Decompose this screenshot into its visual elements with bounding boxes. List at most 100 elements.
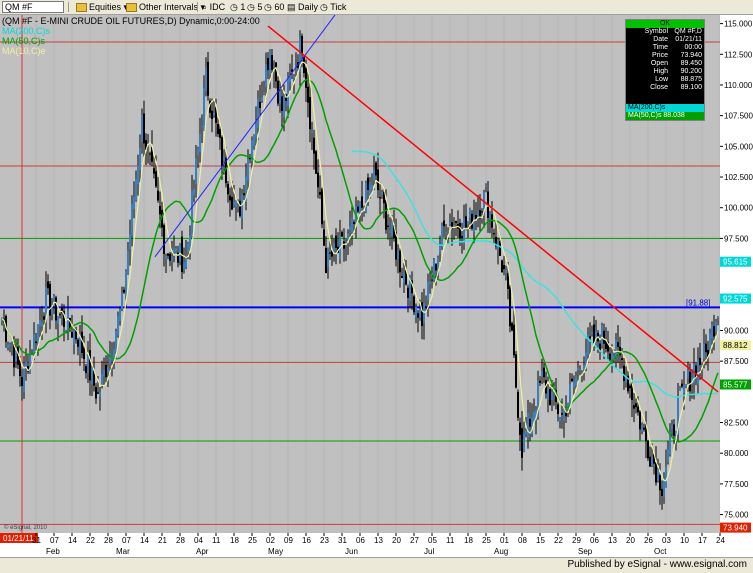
candle-body [57, 315, 59, 325]
candle-body [449, 221, 451, 225]
candle-body [259, 101, 261, 108]
candle-body [127, 250, 129, 274]
candle-body [709, 333, 711, 354]
candle-body [169, 253, 171, 261]
candle-body [55, 297, 57, 321]
candle-body [329, 252, 331, 254]
candle-body [191, 190, 193, 237]
candle-body [171, 256, 173, 262]
candle-body [573, 381, 575, 388]
candle-body [85, 366, 87, 374]
trendline-up [154, 14, 336, 258]
candle-body [583, 365, 585, 370]
candle-body [617, 342, 619, 347]
candle-body [319, 191, 321, 195]
candle-body [633, 405, 635, 409]
candle-body [455, 221, 457, 223]
candle-body [79, 334, 81, 354]
candle-body [27, 366, 29, 373]
candle-body [105, 364, 107, 378]
candle-body [109, 352, 111, 364]
price-tag-label: 85.577 [723, 380, 748, 389]
interval-1-button[interactable]: ◷ 1 [230, 1, 245, 13]
candle-body [135, 178, 137, 201]
candle-body [213, 112, 215, 116]
equities-menu[interactable]: Equities ▾ [76, 1, 128, 13]
candle-body [347, 233, 349, 241]
candle-body [325, 248, 327, 273]
price-tag-label: 95.615 [723, 258, 748, 267]
price-tag [720, 256, 751, 267]
plot-area[interactable]: [91.88] © eSignal, 2010 [0, 14, 721, 533]
candle-body [93, 370, 95, 386]
candle-body [97, 392, 99, 394]
candle-body [129, 234, 131, 250]
candle-body [229, 195, 231, 201]
candle-body [7, 344, 9, 348]
candle-body [95, 387, 97, 399]
month-label: Oct [654, 547, 667, 556]
candle-body [371, 185, 373, 190]
candle-body [453, 225, 455, 228]
candle-body [173, 248, 175, 257]
candle-body [437, 257, 439, 276]
candle-body [529, 418, 531, 427]
candle-body [567, 402, 569, 410]
candle-body [43, 316, 45, 320]
info-window-header: OK [626, 20, 704, 28]
legend-ma10: MA(10,C)e [2, 46, 46, 56]
candle-body [33, 334, 35, 355]
info-key: Date [653, 36, 668, 43]
candle-body [397, 250, 399, 259]
interval-label: 60 [274, 2, 285, 12]
info-key: Price [652, 52, 668, 59]
candle-body [157, 190, 159, 201]
candle-body [61, 307, 63, 314]
y-tick-label: 105.000 [724, 142, 753, 151]
magnifier-icon: ⌕ [202, 2, 208, 12]
info-key: Symbol [644, 28, 668, 35]
x-tick-label: 15 [536, 536, 545, 545]
candle-body [241, 193, 243, 219]
candle-body [145, 140, 147, 151]
symbol-field[interactable]: QM #F [2, 1, 64, 13]
symbol-input[interactable]: QM #F [2, 1, 64, 13]
x-tick-label: 29 [572, 536, 581, 545]
other-intervals-menu[interactable]: Other Intervals ▾ [126, 1, 205, 13]
price-chart[interactable]: [91.88] © eSignal, 2010 [0, 14, 721, 533]
candle-body [381, 192, 383, 195]
candle-body [13, 344, 15, 368]
price-axis[interactable]: 115.000 112.500 110.000 107.500 105.000 102.5… [720, 15, 753, 533]
candle-body [681, 383, 683, 387]
interval-60-button[interactable]: ◷ 60 [264, 1, 284, 13]
candle-body [473, 216, 475, 232]
candle-body [443, 220, 445, 227]
candle-body [675, 430, 677, 440]
candle-body [481, 211, 483, 213]
candle-body [613, 355, 615, 359]
x-tick-label: 26 [644, 536, 653, 545]
candle-body [219, 128, 221, 138]
cursor-info-window[interactable]: OK Symbol QM #F,D Date 01/21/11 Time 00:00 … [625, 19, 705, 121]
candle-body [239, 200, 241, 217]
candle-body [315, 151, 317, 174]
candle-body [309, 96, 311, 130]
candle-body [257, 98, 259, 128]
legend-ma50: MA(50,C)s [2, 36, 46, 46]
interval-daily-button[interactable]: ▤ Daily [287, 1, 318, 13]
x-tick-label: 14 [140, 536, 149, 545]
interval-5-button[interactable]: ◷ 5 [247, 1, 262, 13]
candle-body [237, 207, 239, 209]
interval-idc-button[interactable]: ⌕ IDC [202, 1, 225, 13]
candle-body [589, 336, 591, 339]
interval-tick-button[interactable]: ◷ Tick [320, 1, 346, 13]
candle-body [465, 216, 467, 228]
date-axis[interactable]: 01/21/11 31 07 14 22 28 07 14 21 28 04 11 18 25 02 09 16… [0, 533, 753, 557]
candle-body [543, 367, 545, 378]
candle-body [161, 209, 163, 228]
candle-body [695, 365, 697, 379]
x-tick-label: 20 [392, 536, 401, 545]
candle-body [365, 182, 367, 213]
candle-body [533, 411, 535, 423]
candle-body [469, 208, 471, 219]
